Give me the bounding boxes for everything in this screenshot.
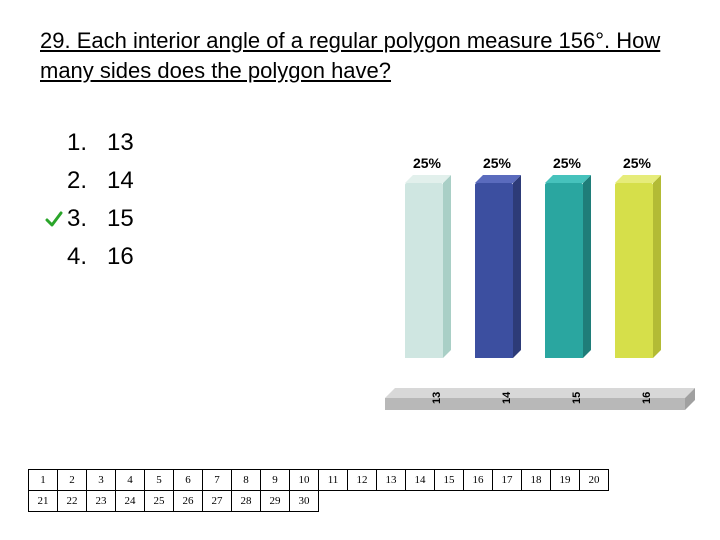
answer-row[interactable]: 4.16 xyxy=(45,238,134,276)
answer-row[interactable]: 2.14 xyxy=(45,162,134,200)
grid-cell: 27 xyxy=(203,491,232,512)
grid-cell: 4 xyxy=(116,470,145,491)
grid-cell: 26 xyxy=(174,491,203,512)
grid-cell: 2 xyxy=(58,470,87,491)
answer-number: 3. xyxy=(67,205,107,233)
grid-cell: 21 xyxy=(29,491,58,512)
grid-cell: 29 xyxy=(261,491,290,512)
chart-bar-pct-label: 25% xyxy=(597,155,677,171)
grid-cell xyxy=(406,491,435,512)
answer-row[interactable]: 1.13 xyxy=(45,124,134,162)
grid-cell xyxy=(551,491,580,512)
grid-cell: 11 xyxy=(319,470,348,491)
grid-cell: 7 xyxy=(203,470,232,491)
grid-cell: 15 xyxy=(435,470,464,491)
grid-cell: 30 xyxy=(290,491,319,512)
grid-cell: 16 xyxy=(464,470,493,491)
answer-value: 13 xyxy=(107,129,134,157)
grid-cell: 9 xyxy=(261,470,290,491)
grid-cell: 5 xyxy=(145,470,174,491)
chart-bar: 25% xyxy=(405,183,453,358)
answer-value: 14 xyxy=(107,167,134,195)
chart-bar: 25% xyxy=(545,183,593,358)
grid-cell: 1 xyxy=(29,470,58,491)
chart-bar: 25% xyxy=(475,183,523,358)
grid-cell xyxy=(435,491,464,512)
grid-cell: 20 xyxy=(580,470,609,491)
grid-cell: 18 xyxy=(522,470,551,491)
grid-cell xyxy=(580,491,609,512)
chart-x-label: 13 xyxy=(431,392,443,404)
grid-cell xyxy=(493,491,522,512)
answer-number: 2. xyxy=(67,167,107,195)
grid-cell xyxy=(319,491,348,512)
grid-cell: 6 xyxy=(174,470,203,491)
grid-cell: 13 xyxy=(377,470,406,491)
answer-value: 15 xyxy=(107,205,134,233)
answer-row[interactable]: 3.15 xyxy=(45,200,134,238)
grid-cell xyxy=(522,491,551,512)
grid-cell: 22 xyxy=(58,491,87,512)
grid-cell: 17 xyxy=(493,470,522,491)
chart-bars-area: 25%25%25%25% xyxy=(375,150,695,380)
grid-cell: 28 xyxy=(232,491,261,512)
grid-cell: 8 xyxy=(232,470,261,491)
participant-grid: 1234567891011121314151617181920212223242… xyxy=(28,469,609,512)
answer-number: 1. xyxy=(67,129,107,157)
grid-cell: 12 xyxy=(348,470,377,491)
answer-number: 4. xyxy=(67,243,107,271)
platform-front xyxy=(385,398,685,410)
chart-bar-pct-label: 25% xyxy=(527,155,607,171)
question-text: 29. Each interior angle of a regular pol… xyxy=(40,26,680,85)
answer-check-icon xyxy=(45,210,67,228)
answers-block: 1.132.143.154.16 xyxy=(45,124,134,276)
chart-x-label: 15 xyxy=(571,392,583,404)
grid-cell xyxy=(464,491,493,512)
chart-bar-pct-label: 25% xyxy=(457,155,537,171)
grid-cell: 10 xyxy=(290,470,319,491)
grid-cell: 19 xyxy=(551,470,580,491)
chart-bar: 25% xyxy=(615,183,663,358)
chart-x-label: 14 xyxy=(501,392,513,404)
grid-cell: 14 xyxy=(406,470,435,491)
answer-value: 16 xyxy=(107,243,134,271)
grid-cell xyxy=(377,491,406,512)
chart-bar-pct-label: 25% xyxy=(387,155,467,171)
grid-cell: 25 xyxy=(145,491,174,512)
grid-cell: 3 xyxy=(87,470,116,491)
chart-x-label: 16 xyxy=(641,392,653,404)
grid-cell xyxy=(348,491,377,512)
grid-cell: 24 xyxy=(116,491,145,512)
chart-platform xyxy=(385,388,685,410)
grid-cell: 23 xyxy=(87,491,116,512)
response-chart: 25%25%25%25% 13141516 xyxy=(375,150,695,410)
